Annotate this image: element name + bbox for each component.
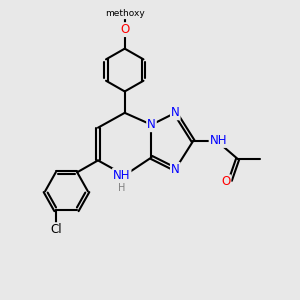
- Text: H: H: [118, 183, 125, 193]
- Text: methoxy: methoxy: [105, 9, 145, 18]
- Text: O: O: [221, 175, 230, 188]
- Text: NH: NH: [113, 169, 130, 182]
- Text: N: N: [171, 163, 180, 176]
- Text: Cl: Cl: [50, 223, 61, 236]
- Text: NH: NH: [210, 134, 227, 147]
- Text: N: N: [147, 118, 156, 131]
- Text: O: O: [120, 23, 129, 36]
- Text: N: N: [171, 106, 180, 119]
